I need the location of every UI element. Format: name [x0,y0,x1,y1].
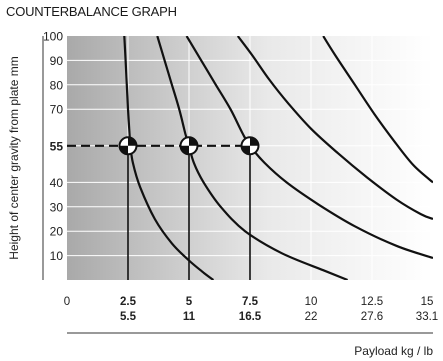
balance-marker-1 [118,136,138,156]
y-tick-label: 55 [50,139,64,153]
y-tick-label: 70 [50,103,64,117]
curve-3 [185,36,433,260]
x-tick-label-lb: 11 [183,311,196,323]
x-tick-label-kg: 7.5 [242,296,259,308]
x-tick-label-lb: 33.1 [416,311,438,323]
x-tick-label-lb: 16.5 [239,311,262,323]
x-tick-label-lb: 5.5 [120,311,137,323]
x-tick-label-kg: 12.5 [361,296,383,308]
curve-2 [156,36,348,280]
y-tick-label: 40 [50,176,64,190]
x-tick-label-kg: 10 [305,296,318,308]
y-tick-label: 90 [50,54,64,68]
y-tick-label: 10 [50,249,64,263]
y-tick-label: 30 [50,200,64,214]
x-tick-labels: 0 2.5 5.5 5 11 7.5 16.5 10 22 12.5 27.6 15 33.1 [64,296,438,323]
curves [123,36,433,280]
marker-drop-lines [127,145,251,280]
x-tick-label-lb: 27.6 [361,311,383,323]
y-tick-label: 100 [43,30,63,44]
chart-title: COUNTERBALANCE GRAPH [6,4,177,19]
x-tick-label-kg: 5 [186,296,193,308]
balance-marker-2 [179,136,199,156]
markers [118,136,260,156]
balance-marker-3 [240,136,260,156]
x-axis-label: Payload kg / lb [354,344,433,358]
y-axis-label: Height of center gravity from plate mm [7,56,21,259]
x-tick-label-kg: 15 [421,296,434,308]
curve-5 [322,36,433,184]
curve-4 [236,36,433,221]
x-tick-label-lb: 22 [305,311,318,323]
y-tick-label: 20 [50,225,64,239]
x-tick-label-kg: 2.5 [120,296,137,308]
x-tick-label-kg: 0 [64,296,70,308]
y-tick-labels: 10 20 30 40 55 70 80 90 100 [43,30,63,264]
y-tick-label: 80 [50,78,64,92]
